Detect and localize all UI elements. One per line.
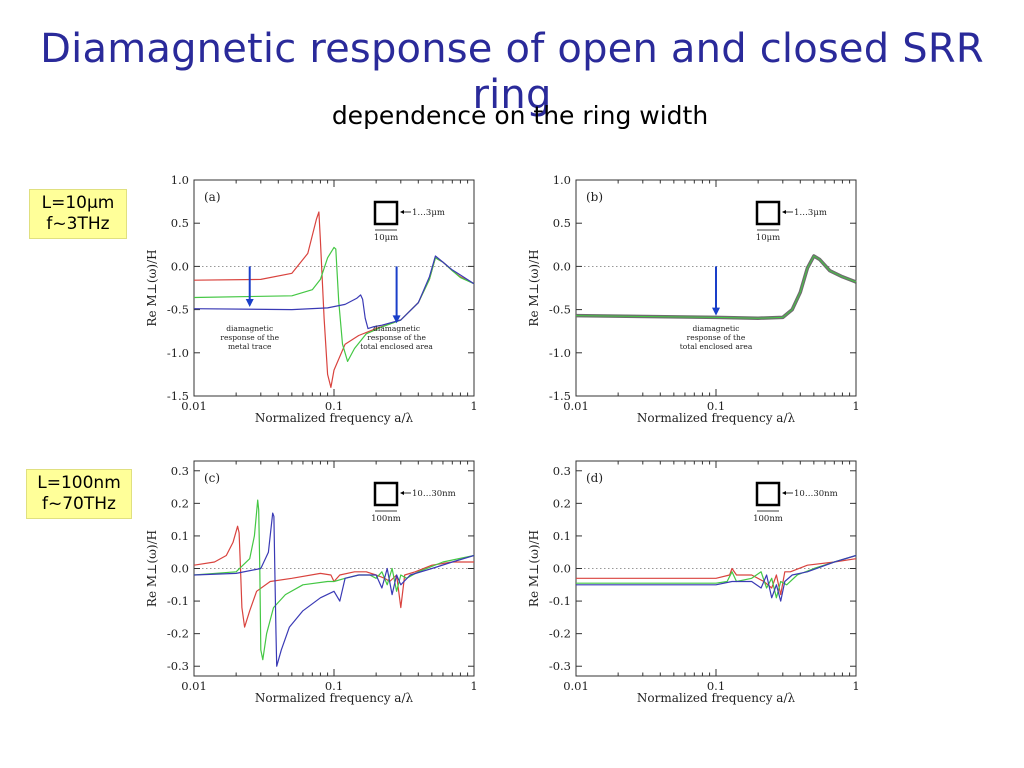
y-tick-label: -0.1 bbox=[549, 594, 571, 608]
y-tick-label: 0.0 bbox=[553, 562, 571, 576]
inset-size-label: 100nm bbox=[371, 514, 401, 524]
y-tick-label: 0.5 bbox=[553, 216, 571, 230]
annotation-arrowhead bbox=[392, 315, 401, 324]
y-tick-label: -0.5 bbox=[167, 303, 189, 317]
ring-inset-icon bbox=[373, 481, 399, 507]
series-line-green bbox=[193, 499, 475, 661]
y-axis-label: Re M⊥(ω)/H bbox=[527, 249, 541, 326]
inset-width-label: 10…30nm bbox=[794, 489, 838, 499]
series-line-red bbox=[193, 525, 474, 628]
annotation-text: diamagnetic bbox=[373, 324, 420, 333]
panel-label: (c) bbox=[204, 471, 220, 485]
y-tick-label: 0.1 bbox=[171, 529, 189, 543]
y-tick-label: 0.3 bbox=[171, 464, 189, 478]
y-tick-label: 1.0 bbox=[553, 173, 571, 187]
y-tick-label: 0.5 bbox=[171, 216, 189, 230]
x-tick-label: 0.1 bbox=[325, 679, 343, 693]
y-axis-label: Re M⊥(ω)/H bbox=[145, 530, 159, 607]
series-line-green bbox=[575, 255, 857, 319]
annotation-text: diamagnetic bbox=[226, 324, 273, 333]
panel-label: (d) bbox=[586, 471, 603, 485]
x-tick-label: 0.01 bbox=[181, 399, 207, 413]
x-axis-label: Normalized frequency a/λ bbox=[255, 411, 414, 425]
inset-width-arrowhead bbox=[400, 491, 404, 495]
series-line-blue bbox=[193, 255, 475, 330]
inset-width-label: 1…3μm bbox=[794, 208, 827, 218]
annotation-text: total enclosed area bbox=[680, 342, 753, 351]
annotation-text: response of the bbox=[220, 333, 279, 342]
series-line-red bbox=[576, 558, 857, 596]
y-tick-label: 1.0 bbox=[171, 173, 189, 187]
y-tick-label: 0.0 bbox=[171, 562, 189, 576]
y-tick-label: -0.2 bbox=[167, 627, 189, 641]
panel-label: (a) bbox=[204, 190, 221, 204]
x-axis-label: Normalized frequency a/λ bbox=[637, 411, 796, 425]
inset-width-arrowhead bbox=[400, 210, 404, 214]
case-label-nanometer: L=100nm f~70THz bbox=[26, 469, 132, 519]
ring-inset-icon bbox=[373, 200, 399, 226]
inset-width-arrowhead bbox=[782, 210, 786, 214]
annotation-text: response of the bbox=[367, 333, 426, 342]
series-line-green bbox=[576, 554, 857, 599]
x-tick-label: 1 bbox=[852, 399, 859, 413]
annotation-text: diamagnetic bbox=[693, 324, 740, 333]
series-line-blue bbox=[576, 554, 857, 602]
ring-inset-icon bbox=[755, 481, 781, 507]
x-axis-label: Normalized frequency a/λ bbox=[637, 691, 796, 705]
inset-width-label: 10…30nm bbox=[412, 489, 456, 499]
series-line-blue bbox=[193, 512, 475, 667]
annotation-arrowhead bbox=[712, 307, 720, 316]
case-label-size: L=10μm bbox=[41, 193, 115, 213]
x-tick-label: 1 bbox=[852, 679, 859, 693]
inset-width-arrowhead bbox=[782, 491, 786, 495]
y-tick-label: 0.2 bbox=[171, 496, 189, 510]
page-subtitle: dependence on the ring width bbox=[331, 101, 709, 130]
y-tick-label: 0.1 bbox=[553, 529, 571, 543]
y-tick-label: 0.2 bbox=[553, 496, 571, 510]
y-tick-label: 0.0 bbox=[171, 259, 189, 273]
annotation-text: total enclosed area bbox=[360, 342, 433, 351]
x-tick-label: 0.1 bbox=[707, 679, 725, 693]
x-tick-label: 0.1 bbox=[707, 399, 725, 413]
y-tick-label: -0.2 bbox=[549, 627, 571, 641]
x-tick-label: 0.1 bbox=[325, 399, 343, 413]
inset-size-label: 100nm bbox=[753, 514, 783, 524]
y-axis-label: Re M⊥(ω)/H bbox=[145, 249, 159, 326]
page-title: Diamagnetic response of open and closed … bbox=[40, 26, 984, 118]
inset-width-label: 1…3μm bbox=[412, 208, 445, 218]
case-label-frequency: f~3THz bbox=[46, 214, 110, 234]
annotation-arrowhead bbox=[245, 299, 254, 308]
y-tick-label: 0.3 bbox=[553, 464, 571, 478]
y-axis-label: Re M⊥(ω)/H bbox=[527, 530, 541, 607]
y-tick-label: -1.0 bbox=[167, 346, 189, 360]
y-tick-label: 0.0 bbox=[553, 259, 571, 273]
y-tick-label: -0.3 bbox=[549, 659, 571, 673]
x-tick-label: 1 bbox=[470, 399, 477, 413]
x-tick-label: 0.01 bbox=[181, 679, 207, 693]
inset-size-label: 10μm bbox=[756, 233, 780, 243]
series-line-red bbox=[193, 211, 475, 388]
x-tick-label: 0.01 bbox=[563, 399, 589, 413]
annotation-text: response of the bbox=[687, 333, 746, 342]
y-tick-label: -0.5 bbox=[549, 303, 571, 317]
y-tick-label: -1.0 bbox=[549, 346, 571, 360]
ring-inset-icon bbox=[755, 200, 781, 226]
y-tick-label: -0.3 bbox=[167, 659, 189, 673]
y-tick-label: -1.5 bbox=[549, 389, 571, 403]
inset-size-label: 10μm bbox=[374, 233, 398, 243]
annotation-text: metal trace bbox=[228, 342, 272, 351]
case-label-micron: L=10μm f~3THz bbox=[29, 189, 127, 239]
x-tick-label: 0.01 bbox=[563, 679, 589, 693]
x-tick-label: 1 bbox=[470, 679, 477, 693]
y-tick-label: -1.5 bbox=[167, 389, 189, 403]
x-axis-label: Normalized frequency a/λ bbox=[255, 691, 414, 705]
panel-label: (b) bbox=[586, 190, 603, 204]
case-label-size: L=100nm bbox=[37, 473, 121, 493]
y-tick-label: -0.1 bbox=[167, 594, 189, 608]
case-label-frequency: f~70THz bbox=[42, 494, 116, 514]
